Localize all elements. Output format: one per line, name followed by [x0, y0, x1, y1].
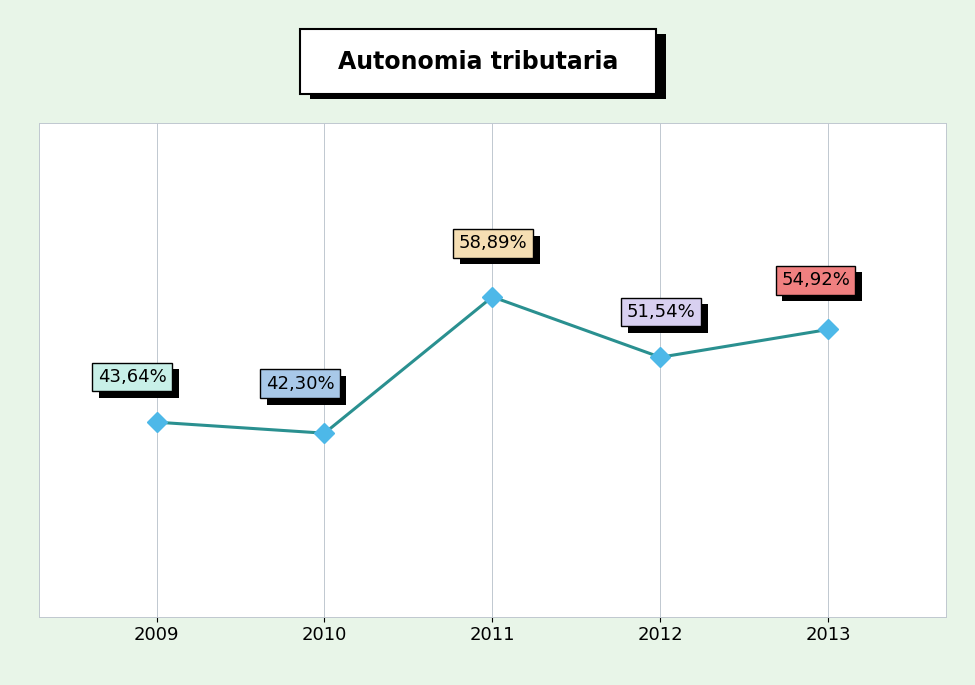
Text: Autonomia tributaria: Autonomia tributaria [337, 49, 618, 74]
Text: 54,92%: 54,92% [788, 277, 857, 296]
Text: 58,89%: 58,89% [459, 234, 527, 252]
Text: 58,89%: 58,89% [465, 241, 534, 259]
Text: 43,64%: 43,64% [98, 368, 167, 386]
FancyBboxPatch shape [300, 29, 656, 94]
Text: 42,30%: 42,30% [265, 375, 334, 393]
Text: 54,92%: 54,92% [781, 271, 850, 289]
Text: 42,30%: 42,30% [272, 382, 341, 399]
FancyBboxPatch shape [310, 34, 666, 99]
Text: 51,54%: 51,54% [634, 310, 702, 327]
Text: 51,54%: 51,54% [627, 303, 695, 321]
Text: 43,64%: 43,64% [104, 375, 174, 393]
